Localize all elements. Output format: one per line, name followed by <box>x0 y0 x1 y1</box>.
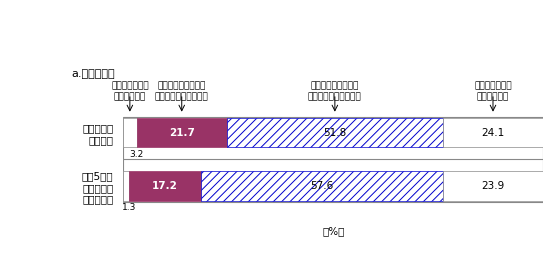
Text: 23.9: 23.9 <box>482 181 505 191</box>
Text: どちらかといえばボ
アップによる意思決定: どちらかといえばボ アップによる意思決定 <box>155 82 209 101</box>
Text: 21.7: 21.7 <box>169 128 195 138</box>
Text: 3.2: 3.2 <box>129 150 144 159</box>
Text: a.意思決定面: a.意思決定面 <box>71 69 115 79</box>
Bar <box>443 171 543 201</box>
Text: （%）: （%） <box>322 227 344 237</box>
Text: 17.2: 17.2 <box>152 181 178 191</box>
Text: 57.6: 57.6 <box>310 181 334 191</box>
Text: 51.8: 51.8 <box>323 128 347 138</box>
Text: どちらかといえばト
ダウンによる意思決定: どちらかといえばト ダウンによる意思決定 <box>308 82 362 101</box>
Bar <box>129 171 201 201</box>
Bar <box>137 118 227 147</box>
Bar <box>123 118 137 147</box>
Text: ボトムアップに
よる意思決定: ボトムアップに よる意思決定 <box>111 82 148 101</box>
Text: 1.3: 1.3 <box>122 204 136 213</box>
Bar <box>227 118 443 147</box>
Bar <box>443 118 543 147</box>
Bar <box>123 171 129 201</box>
Bar <box>123 117 543 202</box>
Text: トップダウンに
よる意思決定: トップダウンに よる意思決定 <box>474 82 512 101</box>
Bar <box>201 171 443 201</box>
Text: 24.1: 24.1 <box>482 128 505 138</box>
